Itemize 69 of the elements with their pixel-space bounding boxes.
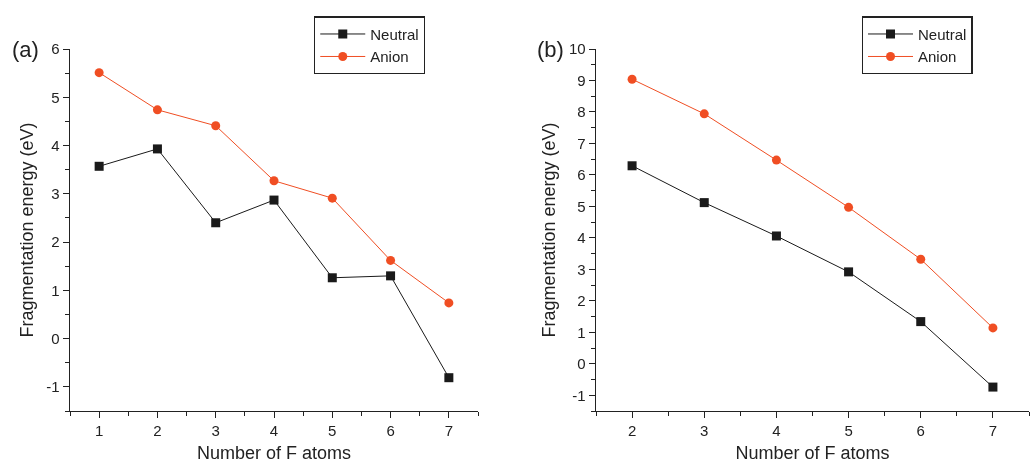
y-tick-label: 0 [577,355,586,373]
point [386,271,396,281]
x-tick-label: 6 [916,422,925,440]
legend-label: Neutral [918,25,967,43]
x-tick-label: 5 [328,422,337,440]
point [988,382,998,392]
point [211,218,221,228]
legend-label: Anion [370,48,409,66]
point [327,193,337,203]
legend-label: Neutral [370,25,419,43]
x-axis-title: Number of F atoms [196,443,352,464]
x-tick-label: 7 [444,422,454,440]
y-tick-label: 8 [577,103,586,121]
point [444,298,454,308]
x-tick-label: 7 [988,422,998,440]
point [444,373,454,383]
y-tick-label: 9 [577,71,586,89]
y-tick-label: 3 [577,260,586,278]
y-tick-label: 6 [577,166,586,184]
point [269,195,279,205]
legend-label: Anion [918,48,957,66]
y-tick-label: 5 [577,197,586,215]
y-tick-label: 2 [51,233,60,251]
x-tick-label: 3 [700,422,709,440]
y-tick-label: 7 [577,134,586,152]
x-tick-label: 4 [772,422,781,440]
y-tick-label: 4 [577,229,586,247]
point [327,273,337,283]
point [699,109,709,119]
y-tick-label: 1 [51,281,60,299]
x-tick-label: 6 [386,422,395,440]
point [771,155,781,165]
x-tick-label: 4 [269,422,279,440]
point [94,68,104,78]
x-axis-title: Number of F atoms [735,443,890,464]
y-tick-label: -1 [572,386,586,404]
text: (b) [537,37,564,62]
x-tick-label: 3 [211,422,220,440]
y-tick-label: -1 [46,378,60,396]
y-tick-label: 2 [577,292,586,310]
x-tick-label: 1 [94,422,104,440]
point [988,323,998,333]
y-tick-label: 1 [577,323,586,341]
point [916,317,926,327]
point [211,121,221,131]
point [771,231,781,241]
point [844,202,854,212]
y-tick-label: 4 [51,136,60,154]
point [94,161,104,171]
x-tick-label: 2 [627,422,637,440]
y-tick-label: 6 [51,40,60,58]
y-tick-label: 10 [569,40,586,58]
point [386,255,396,265]
y-axis-title: Fragmentation energy (eV) [16,122,37,338]
point [699,198,709,208]
y-axis-title: Fragmentation energy (eV) [539,122,560,338]
point [152,105,162,115]
text: (a) [12,37,39,62]
point [152,144,162,154]
point [269,176,279,186]
point [627,161,637,171]
y-tick-label: 5 [51,88,60,106]
point [627,74,637,84]
x-tick-label: 5 [844,422,853,440]
point [844,267,854,277]
y-tick-label: 0 [51,329,60,347]
y-tick-label: 3 [51,185,60,203]
point [916,254,926,264]
x-tick-label: 2 [153,422,162,440]
